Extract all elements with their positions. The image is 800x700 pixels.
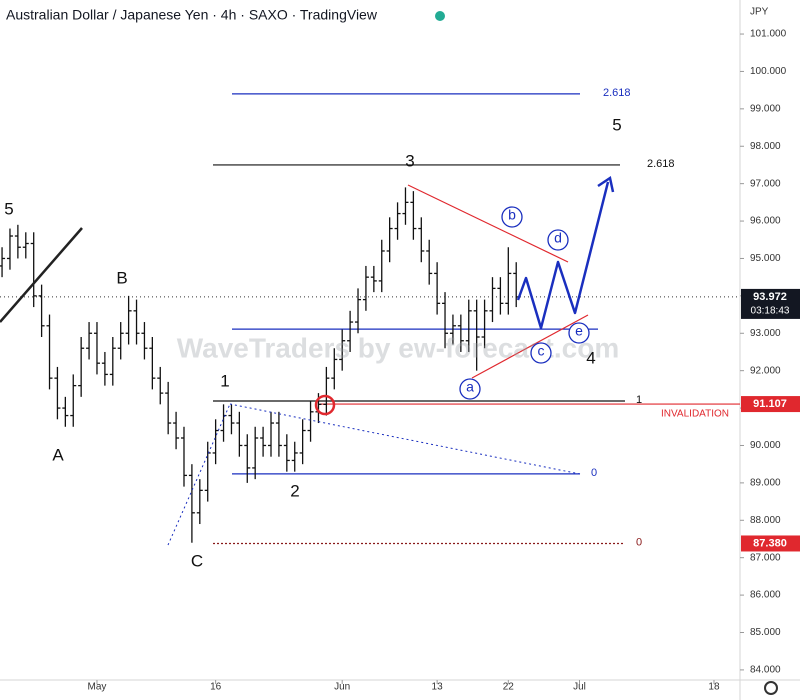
y-tick-label: 96.000 xyxy=(750,216,781,227)
price-tag xyxy=(741,396,800,413)
fib-label: 0 xyxy=(636,536,642,548)
triangle-line xyxy=(471,314,589,379)
wave-label: A xyxy=(52,445,64,464)
wave-circle xyxy=(459,378,481,400)
x-tick-label: 16 xyxy=(210,682,222,693)
wave-label: 3 xyxy=(405,151,414,170)
y-tick-label: 85.000 xyxy=(750,627,781,638)
circle-label: a xyxy=(466,379,474,395)
y-tick-label: 88.000 xyxy=(750,515,781,526)
wave-label: 5 xyxy=(612,115,621,134)
fib-label: 0 xyxy=(591,467,597,479)
status-dot xyxy=(435,11,445,21)
y-tick-label: 97.000 xyxy=(750,178,781,189)
y-tick-label: 89.000 xyxy=(750,478,781,489)
fib-label: INVALIDATION xyxy=(661,409,729,420)
watermark: WaveTraders by ew-forecast.com xyxy=(177,332,619,363)
wave-circle xyxy=(501,206,523,228)
y-tick-label: 99.000 xyxy=(750,103,781,114)
y-tick-label: 90.000 xyxy=(750,440,781,451)
circle-label: e xyxy=(575,323,583,339)
projection-arrow xyxy=(597,175,615,193)
x-tick-label: May xyxy=(88,682,107,693)
circle-label: c xyxy=(538,343,545,359)
y-tick-label: 101.000 xyxy=(750,29,787,40)
fib-label: 1 xyxy=(636,394,642,406)
price-tag xyxy=(741,535,800,552)
trend-line xyxy=(0,227,83,323)
circle-label: b xyxy=(508,207,516,223)
wave-circle xyxy=(530,342,552,364)
price-tag xyxy=(741,288,800,319)
price-tag-label: 93.972 xyxy=(753,291,787,303)
currency: JPY xyxy=(750,7,769,18)
invalidation-circle xyxy=(314,394,336,416)
dotted-line xyxy=(167,403,231,546)
x-tick-label: Jul xyxy=(573,682,586,693)
y-tick-label: 87.000 xyxy=(750,552,781,563)
y-tick-label: 95.000 xyxy=(750,253,781,264)
wave-label: 1 xyxy=(220,371,229,390)
y-tick-label: 92.000 xyxy=(750,365,781,376)
y-tick-label: 93.000 xyxy=(750,328,781,339)
y-tick-label: 86.000 xyxy=(750,590,781,601)
fib-label: 2.618 xyxy=(647,158,675,170)
x-tick-label: 18 xyxy=(708,682,720,693)
price-tag-label: 91.107 xyxy=(753,398,787,410)
wave-label: 5 xyxy=(4,199,13,218)
wave-label: 4 xyxy=(586,348,595,367)
y-tick-label: 84.000 xyxy=(750,665,781,676)
y-tick-label: 100.000 xyxy=(750,66,787,77)
wave-label: B xyxy=(116,268,127,287)
fib-label: 2.618 xyxy=(603,87,631,99)
wave-circle xyxy=(547,229,569,251)
settings-icon[interactable] xyxy=(764,681,778,695)
x-tick-label: 22 xyxy=(503,682,515,693)
y-tick-label: 98.000 xyxy=(750,141,781,152)
price-tag-timer: 03:18:43 xyxy=(751,306,790,317)
x-tick-label: Jun xyxy=(334,682,350,693)
wave-circle xyxy=(568,322,590,344)
x-tick-label: 13 xyxy=(432,682,444,693)
circle-label: d xyxy=(554,230,562,246)
price-tag-label: 87.380 xyxy=(753,537,787,549)
gear[interactable] xyxy=(764,681,778,695)
wave-label: C xyxy=(191,551,203,570)
chart-title: Australian Dollar / Japanese Yen · 4h · … xyxy=(6,7,378,23)
triangle-line xyxy=(407,184,569,263)
projection-path xyxy=(516,181,610,330)
wave-label: 2 xyxy=(290,481,299,500)
